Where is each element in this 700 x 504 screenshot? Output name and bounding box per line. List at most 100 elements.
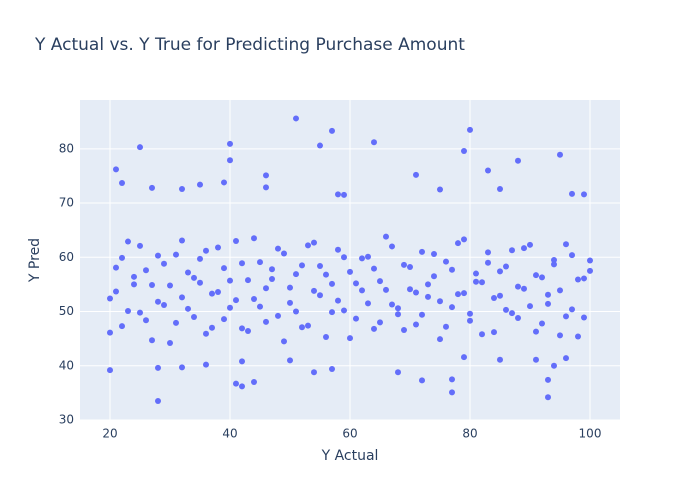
point <box>341 254 347 261</box>
point <box>215 289 221 295</box>
point <box>497 292 503 299</box>
point <box>587 267 593 274</box>
point <box>323 271 329 278</box>
point <box>467 317 473 324</box>
point <box>329 280 335 287</box>
point <box>587 257 593 264</box>
point <box>239 358 245 365</box>
point <box>305 322 311 329</box>
point <box>467 310 473 317</box>
point <box>263 285 269 292</box>
point <box>551 362 557 369</box>
point <box>389 301 395 308</box>
point <box>329 309 335 316</box>
point <box>425 293 431 300</box>
point <box>407 286 413 293</box>
point <box>227 304 233 311</box>
point <box>167 282 173 289</box>
y-axis-label: Y Pred <box>27 238 43 283</box>
point <box>563 241 569 248</box>
point <box>293 271 299 278</box>
point <box>149 281 155 288</box>
point <box>281 250 287 257</box>
point <box>485 249 491 256</box>
point <box>143 317 149 324</box>
point <box>533 356 539 363</box>
point <box>581 275 587 282</box>
point <box>509 247 515 254</box>
point <box>419 311 425 318</box>
point <box>431 251 437 258</box>
point <box>425 281 431 288</box>
point <box>515 283 521 290</box>
point <box>227 140 233 147</box>
point <box>407 264 413 271</box>
point <box>395 311 401 318</box>
point <box>539 320 545 327</box>
y-tick-label: 30 <box>59 413 74 427</box>
point <box>497 268 503 275</box>
point <box>245 277 251 284</box>
point <box>281 338 287 345</box>
point <box>125 238 131 245</box>
x-tick-label: 60 <box>342 427 357 441</box>
point <box>197 279 203 286</box>
point <box>455 291 461 298</box>
point <box>119 254 125 261</box>
point <box>569 306 575 313</box>
point <box>233 238 239 245</box>
point <box>269 266 275 273</box>
point <box>245 328 251 335</box>
point <box>311 287 317 294</box>
point <box>203 361 209 368</box>
point <box>437 336 443 343</box>
x-axis-label: Y Actual <box>321 448 379 464</box>
chart-title: Y Actual vs. Y True for Predicting Purch… <box>34 35 465 55</box>
point <box>497 356 503 363</box>
point <box>401 326 407 333</box>
point <box>557 151 563 158</box>
point <box>179 294 185 301</box>
point <box>449 304 455 311</box>
point <box>197 181 203 188</box>
point <box>305 242 311 249</box>
point <box>137 309 143 316</box>
point <box>533 328 539 335</box>
point <box>527 303 533 310</box>
point <box>371 139 377 146</box>
point <box>233 380 239 387</box>
x-tick-label: 20 <box>102 427 117 441</box>
point <box>317 262 323 269</box>
point <box>473 270 479 277</box>
y-tick-label: 40 <box>59 358 74 372</box>
point <box>575 276 581 283</box>
point <box>317 292 323 299</box>
point <box>419 248 425 255</box>
point <box>203 330 209 337</box>
point <box>263 184 269 191</box>
point <box>185 269 191 276</box>
point <box>155 252 161 259</box>
point <box>461 290 467 297</box>
point <box>545 376 551 383</box>
point <box>149 184 155 191</box>
point <box>293 308 299 315</box>
point <box>323 334 329 341</box>
point <box>443 323 449 330</box>
point <box>335 191 341 198</box>
y-tick-label: 80 <box>59 141 74 155</box>
point <box>395 369 401 376</box>
point <box>485 167 491 174</box>
point <box>221 316 227 323</box>
point <box>173 251 179 258</box>
point <box>515 315 521 322</box>
point <box>557 287 563 294</box>
point <box>203 247 209 254</box>
point <box>413 289 419 296</box>
point <box>149 337 155 344</box>
point <box>395 305 401 312</box>
point <box>449 389 455 396</box>
point <box>239 325 245 332</box>
point <box>173 319 179 326</box>
